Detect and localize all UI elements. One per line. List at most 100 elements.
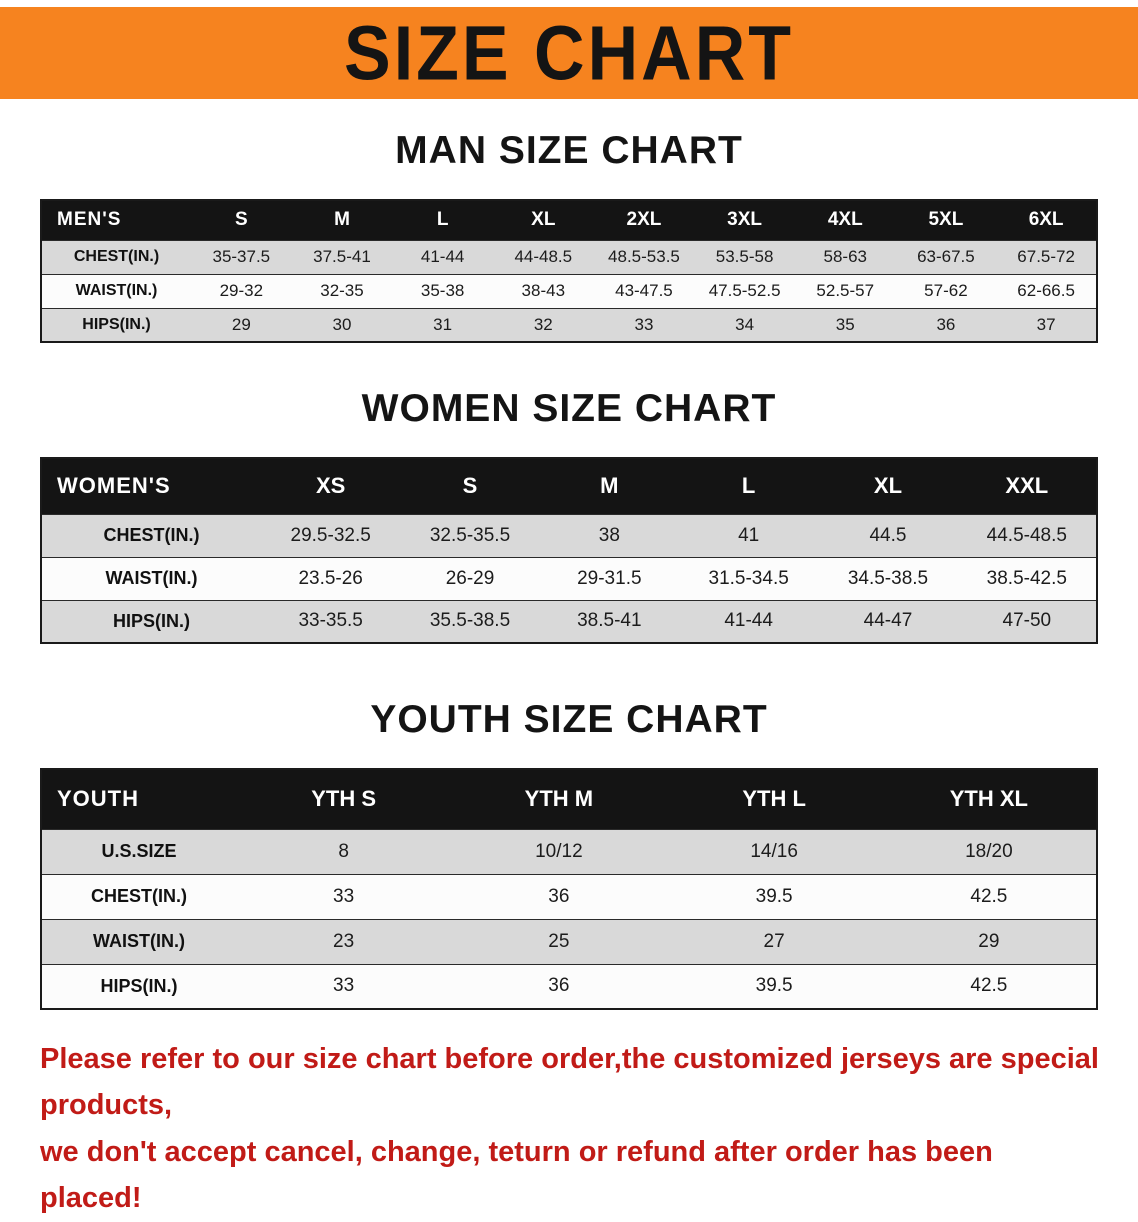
table-corner-label: YOUTH: [41, 769, 236, 829]
size-value-cell: 36: [936, 314, 956, 334]
size-column-header: YTH M: [451, 769, 667, 829]
size-value-cell: 25: [548, 930, 570, 952]
size-column-header: M: [291, 200, 393, 240]
size-value-cell: 36: [548, 885, 570, 907]
row-label: CHEST(IN.): [91, 886, 187, 906]
size-column-header: S: [191, 200, 292, 240]
size-value-cell: 38.5-41: [577, 610, 642, 632]
size-value-cell: 48.5-53.5: [608, 247, 680, 266]
page-title: SIZE CHART: [344, 10, 794, 96]
size-column-header: YTH S: [236, 769, 452, 829]
size-value-cell: 39.5: [755, 885, 793, 907]
size-value-cell: 8: [338, 840, 349, 862]
size-chart-page: SIZE CHART MAN SIZE CHART MEN'S S M L XL 2XL 3…: [0, 7, 1138, 1222]
row-label: HIPS(IN.): [100, 975, 178, 996]
table-corner-label: WOMEN'S: [41, 458, 261, 514]
youth-size-table: YOUTH YTH S YTH M YTH L YTH XL U.S.SIZE 8 10/12…: [40, 768, 1098, 1010]
table-header-row: MEN'S S M L XL 2XL 3XL 4XL 5XL 6XL: [41, 200, 1097, 240]
row-label: WAIST(IN.): [75, 282, 158, 299]
size-value-cell: 33: [333, 885, 355, 907]
size-value-cell: 58-63: [823, 247, 867, 266]
size-column-header: S: [400, 458, 540, 514]
size-value-cell: 37.5-41: [313, 247, 371, 266]
size-value-cell: 32: [533, 314, 553, 334]
size-value-cell: 34: [735, 314, 755, 334]
man-size-section: MAN SIZE CHART MEN'S S M L XL 2XL 3XL 4XL 5XL 6XL…: [0, 129, 1138, 343]
size-value-cell: 44.5: [869, 524, 907, 546]
table-row: CHEST(IN.) 35-37.5 37.5-41 41-44 44-48.5 48.5…: [41, 240, 1097, 274]
size-value-cell: 29.5-32.5: [290, 524, 371, 546]
disclaimer-line-2: we don't accept cancel, change, teturn o…: [40, 1135, 993, 1215]
size-value-cell: 18/20: [965, 840, 1013, 862]
size-value-cell: 33: [333, 975, 355, 997]
row-label: CHEST(IN.): [103, 525, 200, 545]
size-value-cell: 10/12: [535, 840, 583, 862]
size-value-cell: 52.5-57: [816, 281, 875, 300]
table-header-row: YOUTH YTH S YTH M YTH L YTH XL: [41, 769, 1097, 829]
size-value-cell: 23.5-26: [298, 567, 363, 589]
size-value-cell: 42.5: [970, 975, 1008, 997]
size-value-cell: 32.5-35.5: [429, 524, 511, 546]
disclaimer-line-1: Please refer to our size chart before or…: [40, 1043, 1099, 1122]
size-value-cell: 35-38: [420, 281, 465, 300]
size-value-cell: 47.5-52.5: [708, 281, 781, 300]
size-value-cell: 39.5: [755, 975, 793, 997]
table-row: HIPS(IN.) 33 36 39.5 42.5: [41, 964, 1097, 1009]
size-column-header: 3XL: [694, 200, 795, 240]
table-row: HIPS(IN.) 33-35.5 35.5-38.5 38.5-41 41-44 44-…: [41, 600, 1097, 643]
table-header-row: WOMEN'S XS S M L XL XXL: [41, 458, 1097, 514]
size-column-header: YTH XL: [881, 769, 1097, 829]
mens-size-table: MEN'S S M L XL 2XL 3XL 4XL 5XL 6XL CHEST(IN.) 35-37…: [40, 199, 1098, 343]
size-value-cell: 35.5-38.5: [429, 610, 511, 632]
size-value-cell: 41-44: [724, 610, 773, 632]
size-column-header: M: [539, 458, 679, 514]
size-value-cell: 62-66.5: [1017, 281, 1075, 300]
youth-size-section: YOUTH SIZE CHART YOUTH YTH S YTH M YTH L YTH…: [0, 698, 1138, 1010]
size-column-header: XL: [492, 200, 594, 240]
size-value-cell: 35-37.5: [212, 247, 271, 266]
size-value-cell: 30: [332, 314, 352, 334]
table-row: HIPS(IN.) 29 30 31 32 33 34 35 36 37: [41, 308, 1097, 342]
size-value-cell: 47-50: [1002, 610, 1052, 632]
size-column-header: YTH L: [666, 769, 882, 829]
size-value-cell: 29: [231, 314, 251, 334]
table-row: WAIST(IN.) 23.5-26 26-29 29-31.5 31.5-34.5 34…: [41, 557, 1097, 600]
size-value-cell: 34.5-38.5: [847, 567, 929, 589]
women-size-heading: WOMEN SIZE CHART: [361, 387, 777, 430]
size-value-cell: 27: [763, 930, 785, 952]
row-label: WAIST(IN.): [105, 568, 198, 588]
size-value-cell: 33-35.5: [298, 610, 363, 632]
size-column-header: 5XL: [895, 200, 997, 240]
size-column-header: XS: [261, 458, 401, 514]
size-value-cell: 29-32: [219, 281, 264, 300]
size-value-cell: 44-48.5: [514, 247, 573, 266]
size-column-header: XL: [818, 458, 958, 514]
table-row: U.S.SIZE 8 10/12 14/16 18/20: [41, 829, 1097, 874]
size-column-header: L: [392, 200, 493, 240]
size-value-cell: 36: [548, 975, 570, 997]
size-value-cell: 44.5-48.5: [986, 524, 1067, 546]
size-value-cell: 31: [433, 314, 453, 334]
size-value-cell: 31.5-34.5: [708, 567, 789, 589]
table-row: WAIST(IN.) 23 25 27 29: [41, 919, 1097, 964]
size-value-cell: 38: [598, 524, 620, 546]
size-column-header: 4XL: [794, 200, 896, 240]
row-label: CHEST(IN.): [73, 248, 160, 265]
size-value-cell: 35: [835, 314, 855, 334]
size-value-cell: 14/16: [750, 840, 798, 862]
women-size-section: WOMEN SIZE CHART WOMEN'S XS S M L XL XXL CHEST(…: [0, 387, 1138, 644]
size-column-header: 6XL: [996, 200, 1097, 240]
size-value-cell: 37: [1036, 314, 1056, 334]
size-value-cell: 57-62: [924, 281, 968, 300]
size-value-cell: 26-29: [445, 567, 495, 589]
row-label: WAIST(IN.): [93, 931, 185, 951]
size-value-cell: 29: [978, 930, 1000, 952]
size-value-cell: 33: [634, 314, 654, 334]
table-corner-label: MEN'S: [41, 200, 191, 240]
disclaimer-text: Please refer to our size chart before or…: [40, 1036, 1100, 1222]
size-value-cell: 38-43: [521, 281, 566, 300]
size-value-cell: 32-35: [320, 281, 364, 300]
size-value-cell: 63-67.5: [917, 247, 975, 266]
size-value-cell: 43-47.5: [615, 281, 673, 300]
size-value-cell: 29-31.5: [577, 567, 642, 589]
